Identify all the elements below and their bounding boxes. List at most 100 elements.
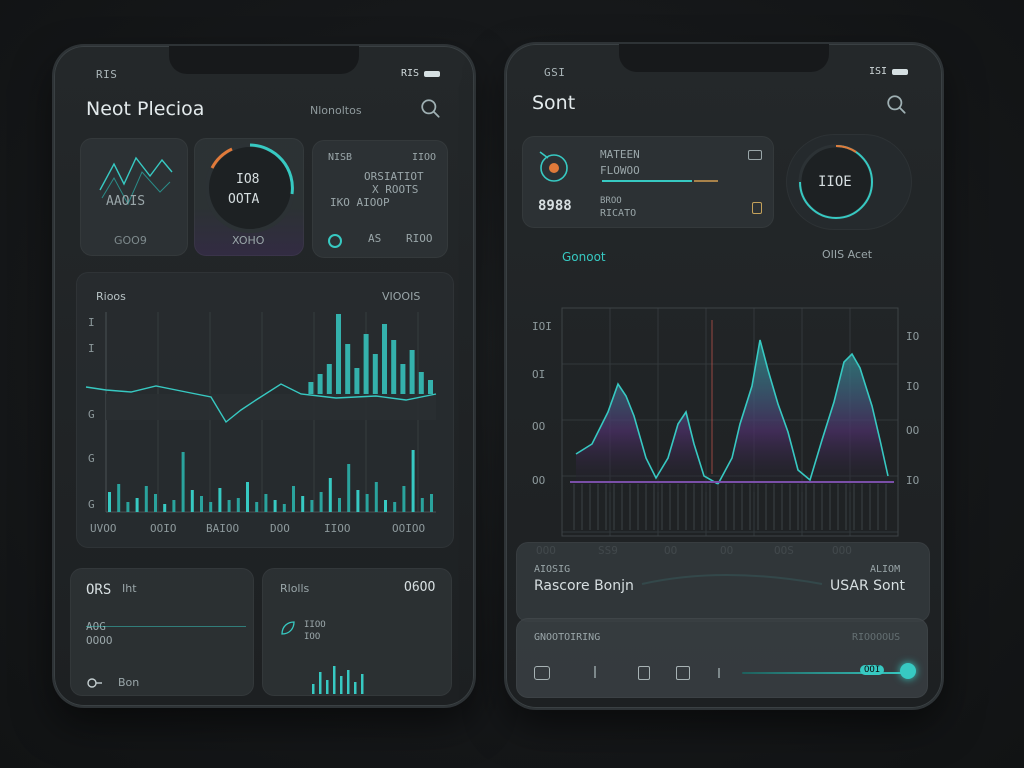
y-tick-label: OI: [532, 368, 546, 381]
phone-notch: [619, 44, 829, 72]
status-indicators: ISI: [869, 66, 908, 77]
image-icon[interactable]: [534, 666, 550, 680]
upper-bar: [363, 334, 369, 394]
search-icon[interactable]: [886, 94, 908, 116]
lower-bar: [328, 478, 332, 512]
lower-bar: [227, 500, 231, 512]
card-icon: [748, 150, 762, 160]
lower-bar: [163, 504, 167, 512]
lower-bar: [154, 494, 157, 512]
x-tick-label: OOIO: [150, 522, 177, 535]
player-label: GNOOTOIRING: [534, 632, 601, 643]
mini-bar: [326, 680, 329, 694]
gauge-value-2: OOTA: [228, 192, 260, 207]
y-tick-label: IO: [906, 380, 920, 393]
trend-line: [85, 383, 437, 424]
upper-bar: [317, 374, 323, 394]
upper-bar: [354, 368, 360, 394]
lower-bar: [338, 498, 341, 512]
area-series: [576, 340, 888, 492]
summary-title: ORS: [86, 582, 112, 598]
y-tick-label: OO: [532, 420, 546, 433]
upper-bar: [418, 372, 424, 394]
mini-bar-chart: [312, 666, 364, 694]
detail-title: Rascore Bonjn: [534, 578, 634, 594]
gauge-card[interactable]: IIOE: [786, 134, 912, 230]
info-label-3: BROO: [600, 196, 622, 206]
status-dot-icon: [328, 234, 342, 248]
summary-card-2[interactable]: Rlolls O6OO IIOO IOO: [262, 568, 452, 696]
chart-tag: Rioos: [96, 290, 126, 303]
x-tick-label: OOIOO: [392, 522, 426, 535]
stats-footer-right: RIOO: [406, 232, 433, 245]
upper-bar: [308, 382, 314, 394]
x-tick-label: IIOO: [324, 522, 351, 535]
lower-bar: [374, 482, 378, 512]
link-icon: [87, 678, 102, 688]
upper-bar: [345, 344, 351, 394]
gauge-card[interactable]: IO8 OOTA XOHO: [194, 138, 304, 256]
info-card[interactable]: MATEEN FLOWOO 8988 BROO RICATO: [522, 136, 774, 228]
progress-knob[interactable]: [900, 663, 916, 679]
player-bar[interactable]: GNOOTOIRING RIOOOOUS OOI: [516, 618, 928, 698]
stats-card[interactable]: NISB IIOO ORSIATIOT X ROOTS IKO AIOOP AS…: [312, 140, 448, 258]
summary-2-title-right: O6OO: [404, 580, 436, 595]
chart-right-label: OIIS Acet: [822, 248, 873, 261]
lower-bar: [181, 452, 185, 512]
x-tick-label: DOO: [270, 522, 290, 535]
search-icon[interactable]: [420, 98, 442, 120]
detail-panel[interactable]: AIOSIG ALIOM Rascore Bonjn USAR Sont: [516, 542, 930, 622]
lower-bar: [365, 494, 369, 512]
upper-bar: [400, 364, 406, 394]
lower-bar: [190, 490, 194, 512]
mini-bar: [354, 682, 357, 694]
gauge-caption: XOHO: [232, 234, 265, 247]
upper-bar: [326, 364, 332, 394]
left-phone: RIS RIS Neot Plecioa Nlonoltos AAOIS GOO…: [54, 46, 474, 706]
gauge-ring: [205, 143, 295, 233]
progress-line: [86, 626, 246, 627]
upper-bar: [428, 380, 433, 394]
lower-bar: [200, 496, 203, 512]
mini-bar: [361, 674, 364, 694]
summary-2-row-2: IOO: [304, 632, 321, 642]
lower-bar: [347, 464, 351, 512]
upper-bar: [372, 354, 378, 394]
upper-bar: [382, 324, 387, 394]
x-tick-label: UVOO: [90, 522, 117, 535]
lower-bar: [292, 486, 295, 512]
summary-card-1[interactable]: ORS Iht AOG OOOO Bon: [70, 568, 254, 696]
doc-icon[interactable]: [638, 666, 650, 680]
sparkline-card[interactable]: AAOIS GOO9: [80, 138, 188, 256]
stats-row-2: X ROOTS: [372, 183, 419, 196]
y-tick-label: IOI: [532, 320, 552, 333]
grid-icon[interactable]: [676, 666, 690, 680]
stats-label-right: IIOO: [412, 152, 437, 163]
lower-bar: [246, 482, 249, 512]
lower-bar: [117, 484, 121, 512]
tag-icon: [752, 202, 762, 214]
progress-time: OOI: [860, 665, 885, 675]
chart-right-label: VIOOIS: [382, 290, 421, 303]
progress-track[interactable]: [742, 672, 908, 674]
divider: [718, 668, 720, 678]
mini-bar: [312, 684, 315, 694]
battery-icon: [424, 70, 440, 77]
lower-bar: [172, 500, 176, 512]
upper-bar: [391, 340, 397, 394]
y-tick-label: OO: [906, 424, 920, 437]
lower-bar: [301, 496, 305, 512]
stats-row-3: IKO AIOOP: [330, 196, 390, 209]
player-label-right: RIOOOOUS: [852, 632, 901, 643]
info-value: 8988: [538, 198, 572, 214]
y-tick-label: G: [88, 498, 95, 511]
phone-notch: [169, 46, 359, 74]
upper-bar: [409, 350, 415, 394]
info-progress-secondary: [694, 180, 718, 182]
lower-bar: [402, 486, 406, 512]
info-progress-bar: [602, 180, 692, 182]
lower-bar: [144, 486, 148, 512]
gauge-ring: [798, 144, 874, 220]
